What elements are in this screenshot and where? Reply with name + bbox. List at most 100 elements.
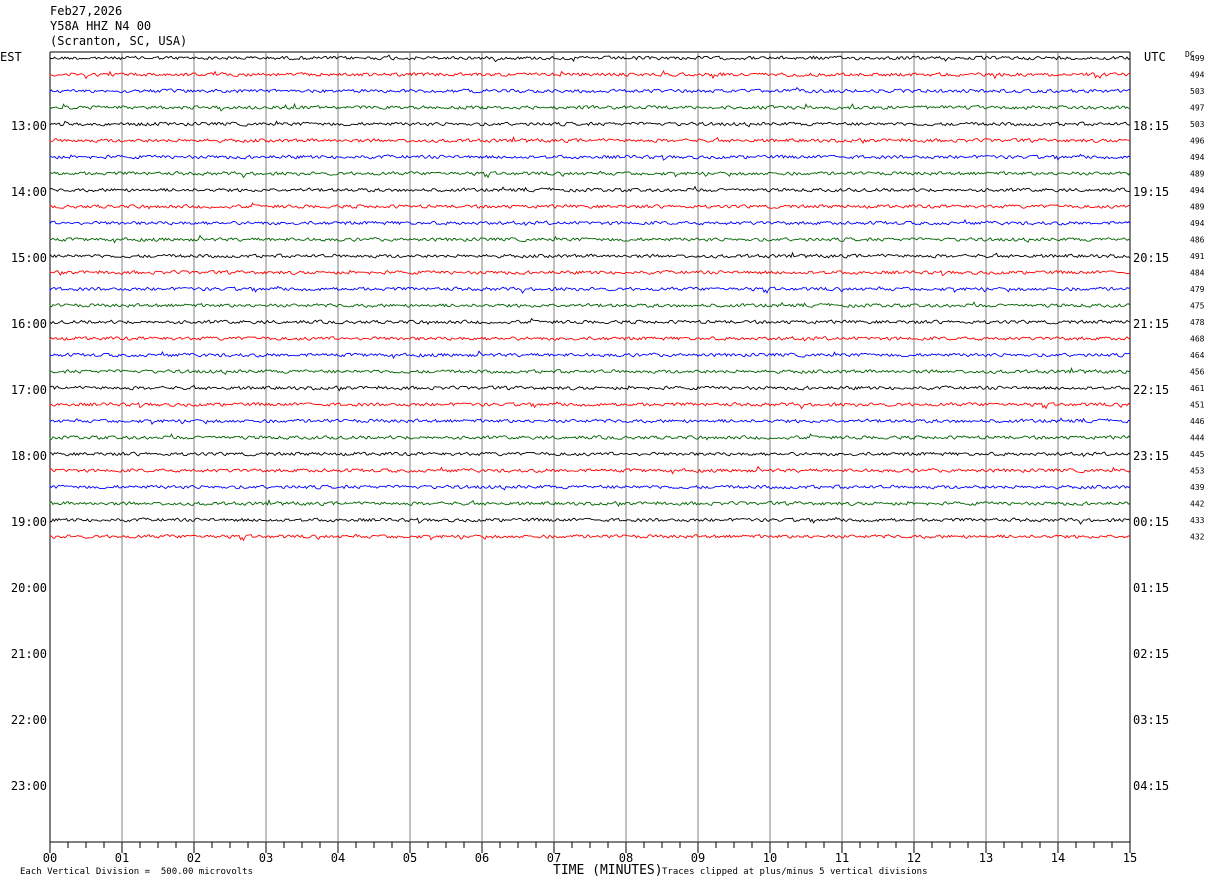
seismic-trace [49,54,1131,63]
dc-offset-label: 489 [1190,203,1205,212]
seismic-trace [49,185,1131,193]
seismic-trace [49,120,1131,128]
dc-offset-label: 468 [1190,335,1205,344]
dc-offset-label: 499 [1190,54,1205,63]
grid [49,51,1131,853]
x-tick-label: 03 [259,851,273,865]
dc-offset-label: 444 [1190,434,1205,443]
dc-offset-label: 445 [1190,450,1205,459]
utc-hour-label: 03:15 [1133,713,1169,727]
division-note: Each Vertical Division = 500.00 microvol… [20,867,253,877]
seismic-trace [49,366,1131,376]
seismic-trace [49,218,1131,226]
x-tick-label: 11 [835,851,849,865]
seismic-trace [49,433,1131,441]
seismic-trace [49,484,1131,491]
dc-offset-label: 494 [1190,71,1205,80]
dc-offset-label: 432 [1190,533,1205,542]
x-tick-label: 01 [115,851,129,865]
seismic-trace [49,451,1131,457]
dc-offset-label: 479 [1190,285,1205,294]
axis-labels: 00 01 02 03 04 05 06 07 08 09 10 11 12 13 14 15 EST UTC DC… [0,50,1205,865]
utc-hour-label: 01:15 [1133,581,1169,595]
seismic-trace [49,102,1131,112]
location-label: (Scranton, SC, USA) [50,34,188,48]
dc-offset-label: 486 [1190,236,1205,245]
dc-offset-label: 453 [1190,467,1205,476]
seismic-trace [49,202,1131,210]
utc-hour-label: 22:15 [1133,383,1169,397]
seismic-trace [49,153,1131,161]
dc-offset-label: 478 [1190,318,1205,327]
station-label: Y58A HHZ N4 00 [50,19,152,33]
utc-hour-label: 04:15 [1133,779,1169,793]
est-hour-label: 20:00 [11,581,47,595]
dc-offset-label: 461 [1190,384,1205,393]
dc-offset-label: 497 [1190,104,1205,113]
seismic-trace [49,317,1131,326]
x-tick-label: 10 [763,851,777,865]
utc-hour-label: 20:15 [1133,251,1169,265]
est-hour-label: 19:00 [11,515,47,529]
traces [49,54,1131,542]
x-tick-label: 09 [691,851,705,865]
est-hour-label: 16:00 [11,317,47,331]
clip-note: Traces clipped at plus/minus 5 vertical … [662,867,928,877]
utc-hour-label: 19:15 [1133,185,1169,199]
x-tick-label: 07 [547,851,561,865]
dc-offset-label: 484 [1190,269,1205,278]
dc-offset-label: 494 [1190,153,1205,162]
seismic-trace [49,135,1131,145]
utc-hour-label: 18:15 [1133,119,1169,133]
seismic-trace [49,234,1131,244]
seismic-trace [49,498,1131,508]
utc-hour-label: 21:15 [1133,317,1169,331]
x-axis-title: TIME (MINUTES) [553,863,663,878]
dc-offset-label: 451 [1190,401,1205,410]
x-tick-label: 15 [1123,851,1137,865]
dc-offset-label: 446 [1190,417,1205,426]
est-hour-label: 22:00 [11,713,47,727]
est-hour-label: 15:00 [11,251,47,265]
seismic-trace [49,417,1131,425]
dc-offset-label: 464 [1190,351,1205,360]
est-hour-label: 23:00 [11,779,47,793]
dc-offset-label: 489 [1190,170,1205,179]
dc-offset-label: 456 [1190,368,1205,377]
seismic-trace [49,269,1131,277]
dc-offset-label: 442 [1190,500,1205,509]
seismic-trace [49,384,1131,392]
dc-offset-label: 496 [1190,137,1205,146]
utc-hour-label: 02:15 [1133,647,1169,661]
date-label: Feb27,2026 [50,4,123,18]
utc-hour-label: 23:15 [1133,449,1169,463]
x-tick-label: 13 [979,851,993,865]
dc-label: DC [1185,50,1195,59]
est-label: EST [0,50,22,64]
seismic-trace [49,336,1131,342]
dc-offset-label: 475 [1190,302,1205,311]
dc-offset-label: 433 [1190,516,1205,525]
utc-hour-label: 00:15 [1133,515,1169,529]
seismic-trace [49,69,1131,80]
est-hour-label: 21:00 [11,647,47,661]
x-tick-label: 12 [907,851,921,865]
dc-offset-label: 439 [1190,483,1205,492]
est-hour-label: 18:00 [11,449,47,463]
est-hour-label: 13:00 [11,119,47,133]
x-tick-label: 05 [403,851,417,865]
x-tick-label: 06 [475,851,489,865]
est-hour-label: 17:00 [11,383,47,397]
dc-offset-label: 503 [1190,87,1205,96]
seismic-trace [49,516,1131,525]
seismic-trace [49,251,1131,259]
x-tick-label: 14 [1051,851,1065,865]
seismic-trace [49,350,1131,360]
seismic-trace [49,285,1131,294]
dc-offset-label: 491 [1190,252,1205,261]
seismic-trace [49,170,1131,179]
seismic-trace [49,401,1131,410]
dc-offset-label: 503 [1190,120,1205,129]
dc-offset-label: 494 [1190,219,1205,228]
